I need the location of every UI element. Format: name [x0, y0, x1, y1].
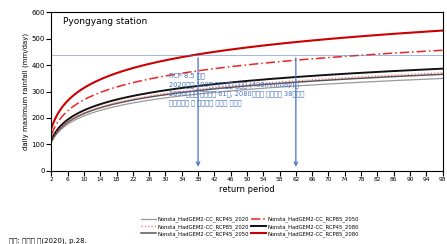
Text: RCP 8.5 기반
2020년의 100년 빈도 극한 강우량 (438mm/day)는
2050년에는 재현빈도 61년, 2080년에는 재현빈도 38년: RCP 8.5 기반 2020년의 100년 빈도 극한 강우량 (438mm/…: [169, 72, 304, 106]
Y-axis label: daily maximum rainfall (mm/day): daily maximum rainfall (mm/day): [22, 33, 29, 150]
Legend: Nonsta_HadGEM2-CC_RCP45_2020, Nonsta_HadGEM2-CC_RCP85_2020, Nonsta_HadGEM2-CC_RC: Nonsta_HadGEM2-CC_RCP45_2020, Nonsta_Had…: [139, 214, 361, 239]
Text: 자료: 김익재 외(2020), p.28.: 자료: 김익재 외(2020), p.28.: [9, 237, 87, 244]
Text: Pyongyang station: Pyongyang station: [63, 17, 148, 26]
X-axis label: return period: return period: [219, 185, 275, 194]
